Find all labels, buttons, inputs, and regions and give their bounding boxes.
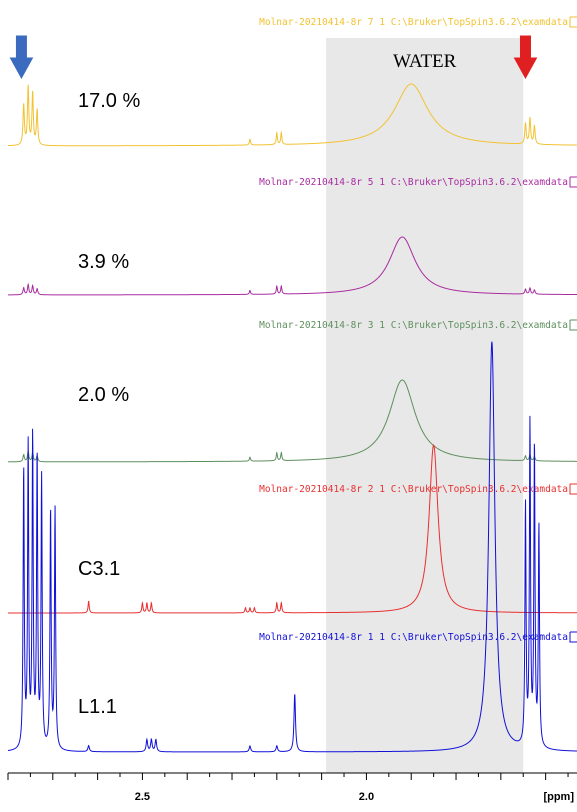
spectrum-header: Molnar-20210414-8r 3 1 C:\Bruker\TopSpin… bbox=[259, 320, 568, 331]
spectrum-layer: Molnar-20210414-8r 5 1 C:\Bruker\TopSpin… bbox=[8, 176, 577, 296]
spectrum-trace bbox=[8, 379, 577, 463]
x-tick-label: 2.5 bbox=[135, 791, 150, 803]
spectrum-layer: Molnar-20210414-8r 7 1 C:\Bruker\TopSpin… bbox=[7, 16, 577, 147]
spectrum-header-bracket bbox=[569, 483, 577, 495]
x-tick-label: 2.0 bbox=[359, 791, 374, 803]
red-arrow bbox=[513, 35, 538, 80]
spectrum-layer: Molnar-20210414-8r 1 1 C:\Bruker\TopSpin… bbox=[7, 341, 577, 753]
spectrum-trace bbox=[7, 83, 577, 147]
x-axis-label: [ppm] bbox=[543, 791, 574, 803]
x-axis: 2.5 2.0 [ppm] bbox=[7, 772, 577, 803]
spectrum-layer: Molnar-20210414-8r 3 1 C:\Bruker\TopSpin… bbox=[8, 319, 577, 463]
spectrum-header-bracket bbox=[569, 176, 577, 188]
spectrum-header: Molnar-20210414-8r 1 1 C:\Bruker\TopSpin… bbox=[259, 632, 568, 643]
spectrum-trace bbox=[8, 236, 577, 296]
spectrum-header-bracket bbox=[569, 631, 577, 643]
spectrum-trace bbox=[8, 444, 577, 614]
spectrum-header: Molnar-20210414-8r 7 1 C:\Bruker\TopSpin… bbox=[259, 17, 568, 28]
water-label: WATER bbox=[393, 51, 457, 72]
spectrum-header: Molnar-20210414-8r 5 1 C:\Bruker\TopSpin… bbox=[259, 177, 568, 188]
series-label: 3.9 % bbox=[78, 251, 129, 273]
spectrum-layer: Molnar-20210414-8r 2 1 C:\Bruker\TopSpin… bbox=[8, 444, 577, 614]
spectrum-header-bracket bbox=[569, 16, 577, 28]
spectrum-header: Molnar-20210414-8r 2 1 C:\Bruker\TopSpin… bbox=[259, 484, 568, 495]
series-label: L1.1 bbox=[78, 696, 117, 718]
spectrum-header-bracket bbox=[569, 319, 577, 331]
series-label: 17.0 % bbox=[78, 90, 140, 112]
series-label: 2.0 % bbox=[78, 384, 129, 406]
series-label: C3.1 bbox=[78, 558, 120, 580]
spectrum-trace bbox=[7, 341, 577, 753]
blue-arrow bbox=[9, 35, 34, 80]
